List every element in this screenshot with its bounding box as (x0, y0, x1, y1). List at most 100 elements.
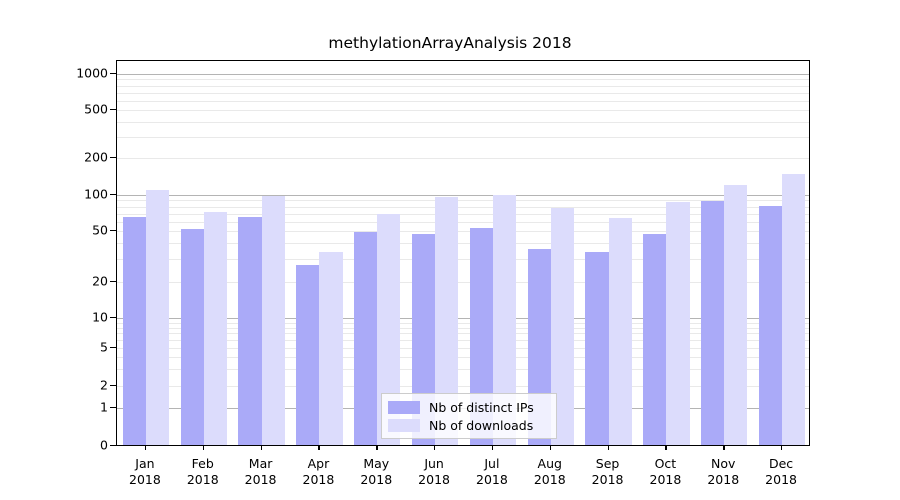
gridline-minor (117, 348, 809, 349)
bar-distinct-ips (585, 252, 609, 445)
gridline-minor (117, 136, 809, 138)
chart-legend: Nb of distinct IPs Nb of downloads (381, 393, 557, 439)
x-tick-month: Nov (711, 456, 736, 471)
bar-downloads (550, 207, 574, 445)
x-tick-month: Sep (595, 456, 620, 471)
x-tick-month: Feb (191, 456, 214, 471)
x-tick-mark (491, 446, 494, 450)
x-tick-mark (260, 446, 262, 450)
y-tick-label: 50 (92, 222, 108, 238)
gridline-major (117, 195, 809, 196)
x-tick-mark (376, 446, 378, 450)
x-tick-label: Aug 2018 (534, 456, 566, 487)
x-tick-mark (723, 446, 725, 450)
x-tick-month: Jul (484, 456, 500, 471)
bars-layer (117, 61, 809, 445)
gridline-minor (117, 213, 809, 215)
x-tick-label: May 2018 (360, 456, 392, 487)
legend-swatch-ips (388, 400, 420, 414)
y-tick-mark (110, 347, 116, 349)
gridline-minor (117, 200, 809, 202)
legend-entry-ips: Nb of distinct IPs (388, 398, 550, 416)
bar-distinct-ips (122, 217, 146, 445)
gridline-minor (117, 327, 809, 329)
x-tick-year: 2018 (302, 471, 335, 487)
x-tick-year: 2018 (360, 471, 393, 487)
bar-group (585, 61, 632, 445)
bar-distinct-ips (296, 265, 320, 445)
x-tick-label: Apr 2018 (303, 456, 335, 487)
y-tick-mark (110, 317, 116, 319)
bar-downloads (145, 189, 170, 445)
gridline-minor (117, 121, 809, 123)
gridline-major (117, 318, 809, 319)
x-tick-year: 2018 (591, 471, 624, 487)
x-tick-label: Jul 2018 (476, 456, 508, 487)
y-tick-label: 1000 (76, 65, 108, 81)
y-tick-mark (110, 407, 116, 409)
gridline-minor (117, 221, 809, 223)
y-tick-label: 0 (100, 437, 108, 453)
legend-entry-downloads: Nb of downloads (388, 416, 550, 434)
x-tick-month: Jun (424, 456, 444, 471)
x-tick-year: 2018 (533, 471, 566, 487)
bar-distinct-ips (758, 205, 783, 445)
y-tick-mark (110, 73, 116, 75)
x-tick-label: Nov 2018 (707, 456, 739, 487)
gridline-minor (117, 100, 809, 102)
x-tick-mark (144, 446, 147, 450)
x-tick-year: 2018 (418, 471, 450, 487)
legend-label-downloads: Nb of downloads (429, 417, 534, 433)
x-tick-mark (318, 446, 320, 450)
x-tick-mark (607, 446, 609, 450)
bar-group (758, 61, 806, 445)
x-tick-month: Jan (135, 456, 155, 471)
plot-area (116, 60, 810, 446)
gridline-minor (117, 158, 809, 159)
y-tick-mark (110, 445, 116, 447)
x-tick-mark (434, 446, 436, 450)
x-tick-label: Feb 2018 (187, 456, 219, 487)
gridline-minor (117, 369, 809, 371)
bar-downloads (666, 202, 690, 445)
x-tick-month: May (363, 456, 390, 471)
bar-distinct-ips (469, 227, 493, 445)
x-tick-label: Jun 2018 (418, 456, 450, 487)
bar-downloads (377, 213, 401, 445)
x-tick-label: Dec 2018 (765, 456, 797, 487)
gridline-minor (117, 322, 809, 324)
gridline-minor (117, 386, 809, 387)
bar-group (701, 61, 748, 445)
y-tick-mark (110, 194, 116, 196)
x-tick-month: Dec (768, 456, 794, 471)
y-tick-label: 2 (100, 377, 108, 393)
y-tick-label: 5 (100, 339, 108, 355)
x-tick-month: Oct (654, 456, 677, 471)
x-tick-year: 2018 (129, 471, 161, 487)
bar-distinct-ips (180, 229, 204, 445)
bar-group (296, 61, 343, 445)
bar-group (527, 61, 574, 445)
bar-downloads (319, 252, 343, 445)
y-tick-mark (110, 109, 116, 111)
x-tick-mark (665, 446, 667, 450)
x-tick-year: 2018 (765, 471, 797, 487)
y-tick-mark (110, 230, 116, 232)
y-tick-label: 100 (84, 186, 108, 202)
gridline-minor (117, 231, 809, 232)
x-tick-label: Jan 2018 (129, 456, 161, 487)
bar-downloads (203, 211, 227, 445)
x-tick-label: Mar 2018 (245, 456, 277, 487)
x-tick-year: 2018 (476, 471, 508, 487)
bar-downloads (261, 196, 285, 445)
bar-distinct-ips (701, 200, 725, 445)
gridline-minor (117, 243, 809, 245)
x-tick-year: 2018 (244, 471, 277, 487)
gridline-minor (117, 85, 809, 87)
y-tick-label: 200 (84, 149, 108, 165)
gridline-minor (117, 79, 809, 81)
y-tick-mark (110, 281, 116, 283)
x-tick-month: Apr (307, 456, 330, 471)
gridline-minor (117, 206, 809, 208)
x-tick-mark (202, 446, 205, 450)
